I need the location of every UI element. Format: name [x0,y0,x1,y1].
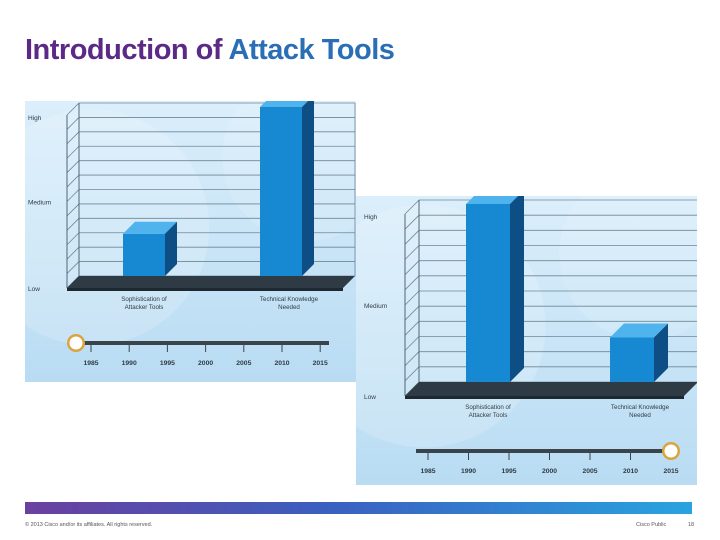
timeline-year-label: 2015 [663,468,678,475]
title-part-2: Attack Tools [228,34,395,66]
grid-line-depth [404,290,420,306]
grid-line-depth [66,117,80,130]
y-tick-label: High [28,115,42,122]
grid-line-depth [404,214,420,230]
grid-line-depth [66,131,80,145]
copyright-text: © 2013 Cisco and/or its affiliates. All … [25,522,153,528]
y-tick-label: Medium [364,303,387,310]
timeline-year-label: 2005 [236,360,251,367]
grid-line-depth [404,230,420,245]
bar-top [260,101,308,107]
grid-line-depth [66,246,80,260]
slide-title: Introduction of Attack Tools [25,34,395,67]
timeline-year-label: 1995 [160,360,175,367]
bar [260,107,302,276]
grid-line-depth [404,245,420,260]
bg-circle [25,109,210,346]
chart-floor [67,276,355,288]
timeline-bar [416,449,668,453]
grid-line-depth [66,160,80,173]
timeline-year-label: 2005 [582,468,597,475]
grid-line-depth [66,102,80,116]
bar-top [123,221,177,234]
chart-floor-edge [405,396,684,399]
grid-line-depth [66,174,80,188]
y-tick-label: Medium [28,200,51,207]
timeline-year-label: 1990 [122,360,137,367]
grid-line-depth [404,351,420,366]
chart-panel-2015: Low Medium High Sophistication of Attacker T… [356,196,697,485]
category-label: Sophistication of [465,404,511,411]
bar-side [302,101,314,276]
grid-line-depth [66,203,80,217]
grid-line-depth [66,218,80,231]
category-label: Sophistication of [121,296,167,303]
grid-line-depth [404,336,420,351]
chart-floor [405,382,697,396]
category-label: Needed [278,304,300,311]
bg-circle [559,196,697,341]
grid-line-depth [404,366,420,382]
category-label: Needed [629,412,651,419]
bar-side [165,221,177,276]
confidentiality-label: Cisco Public [636,522,667,528]
bar-top [466,196,518,204]
footer-gradient-bar [25,502,692,514]
timeline-year-label: 2010 [274,360,289,367]
chart-panel-1985: Low Medium High Sophistication of Attacker T… [25,101,356,382]
timeline-year-label: 2000 [198,360,213,367]
bar [466,204,510,382]
grid-line-depth [404,275,420,291]
timeline-year-label: 1995 [501,468,516,475]
timeline-marker-inner [69,336,83,350]
grid-line-depth [404,199,420,215]
grid-line-depth [66,232,80,246]
timeline-year-label: 2015 [313,360,328,367]
timeline-bar [80,341,329,345]
y-tick-label: Low [364,394,376,401]
title-part-1: Introduction of [25,34,223,66]
bar-top [610,323,668,338]
page-number: 18 [688,522,695,528]
timeline-year-label: 1990 [461,468,476,475]
bar [610,337,654,382]
y-tick-label: High [364,214,378,221]
bar [123,233,165,276]
category-label: Attacker Tools [469,412,508,419]
timeline-year-label: 1985 [420,468,435,475]
category-label: Technical Knowledge [611,404,670,411]
grid-line-depth [404,305,420,321]
bar-side [510,196,524,382]
timeline-marker-inner [664,444,678,458]
grid-line-depth [404,260,420,275]
grid-line-depth [404,321,420,336]
y-tick-label: Low [28,286,40,293]
bar-side [654,323,668,382]
grid-line-depth [66,189,80,202]
timeline-year-label: 1985 [83,360,98,367]
category-label: Attacker Tools [125,304,164,311]
category-label: Technical Knowledge [260,296,319,303]
grid-line-depth [66,145,80,159]
timeline-year-label: 2010 [623,468,638,475]
chart-floor-edge [67,288,343,291]
grid-line-depth [66,261,80,274]
timeline-year-label: 2000 [542,468,557,475]
